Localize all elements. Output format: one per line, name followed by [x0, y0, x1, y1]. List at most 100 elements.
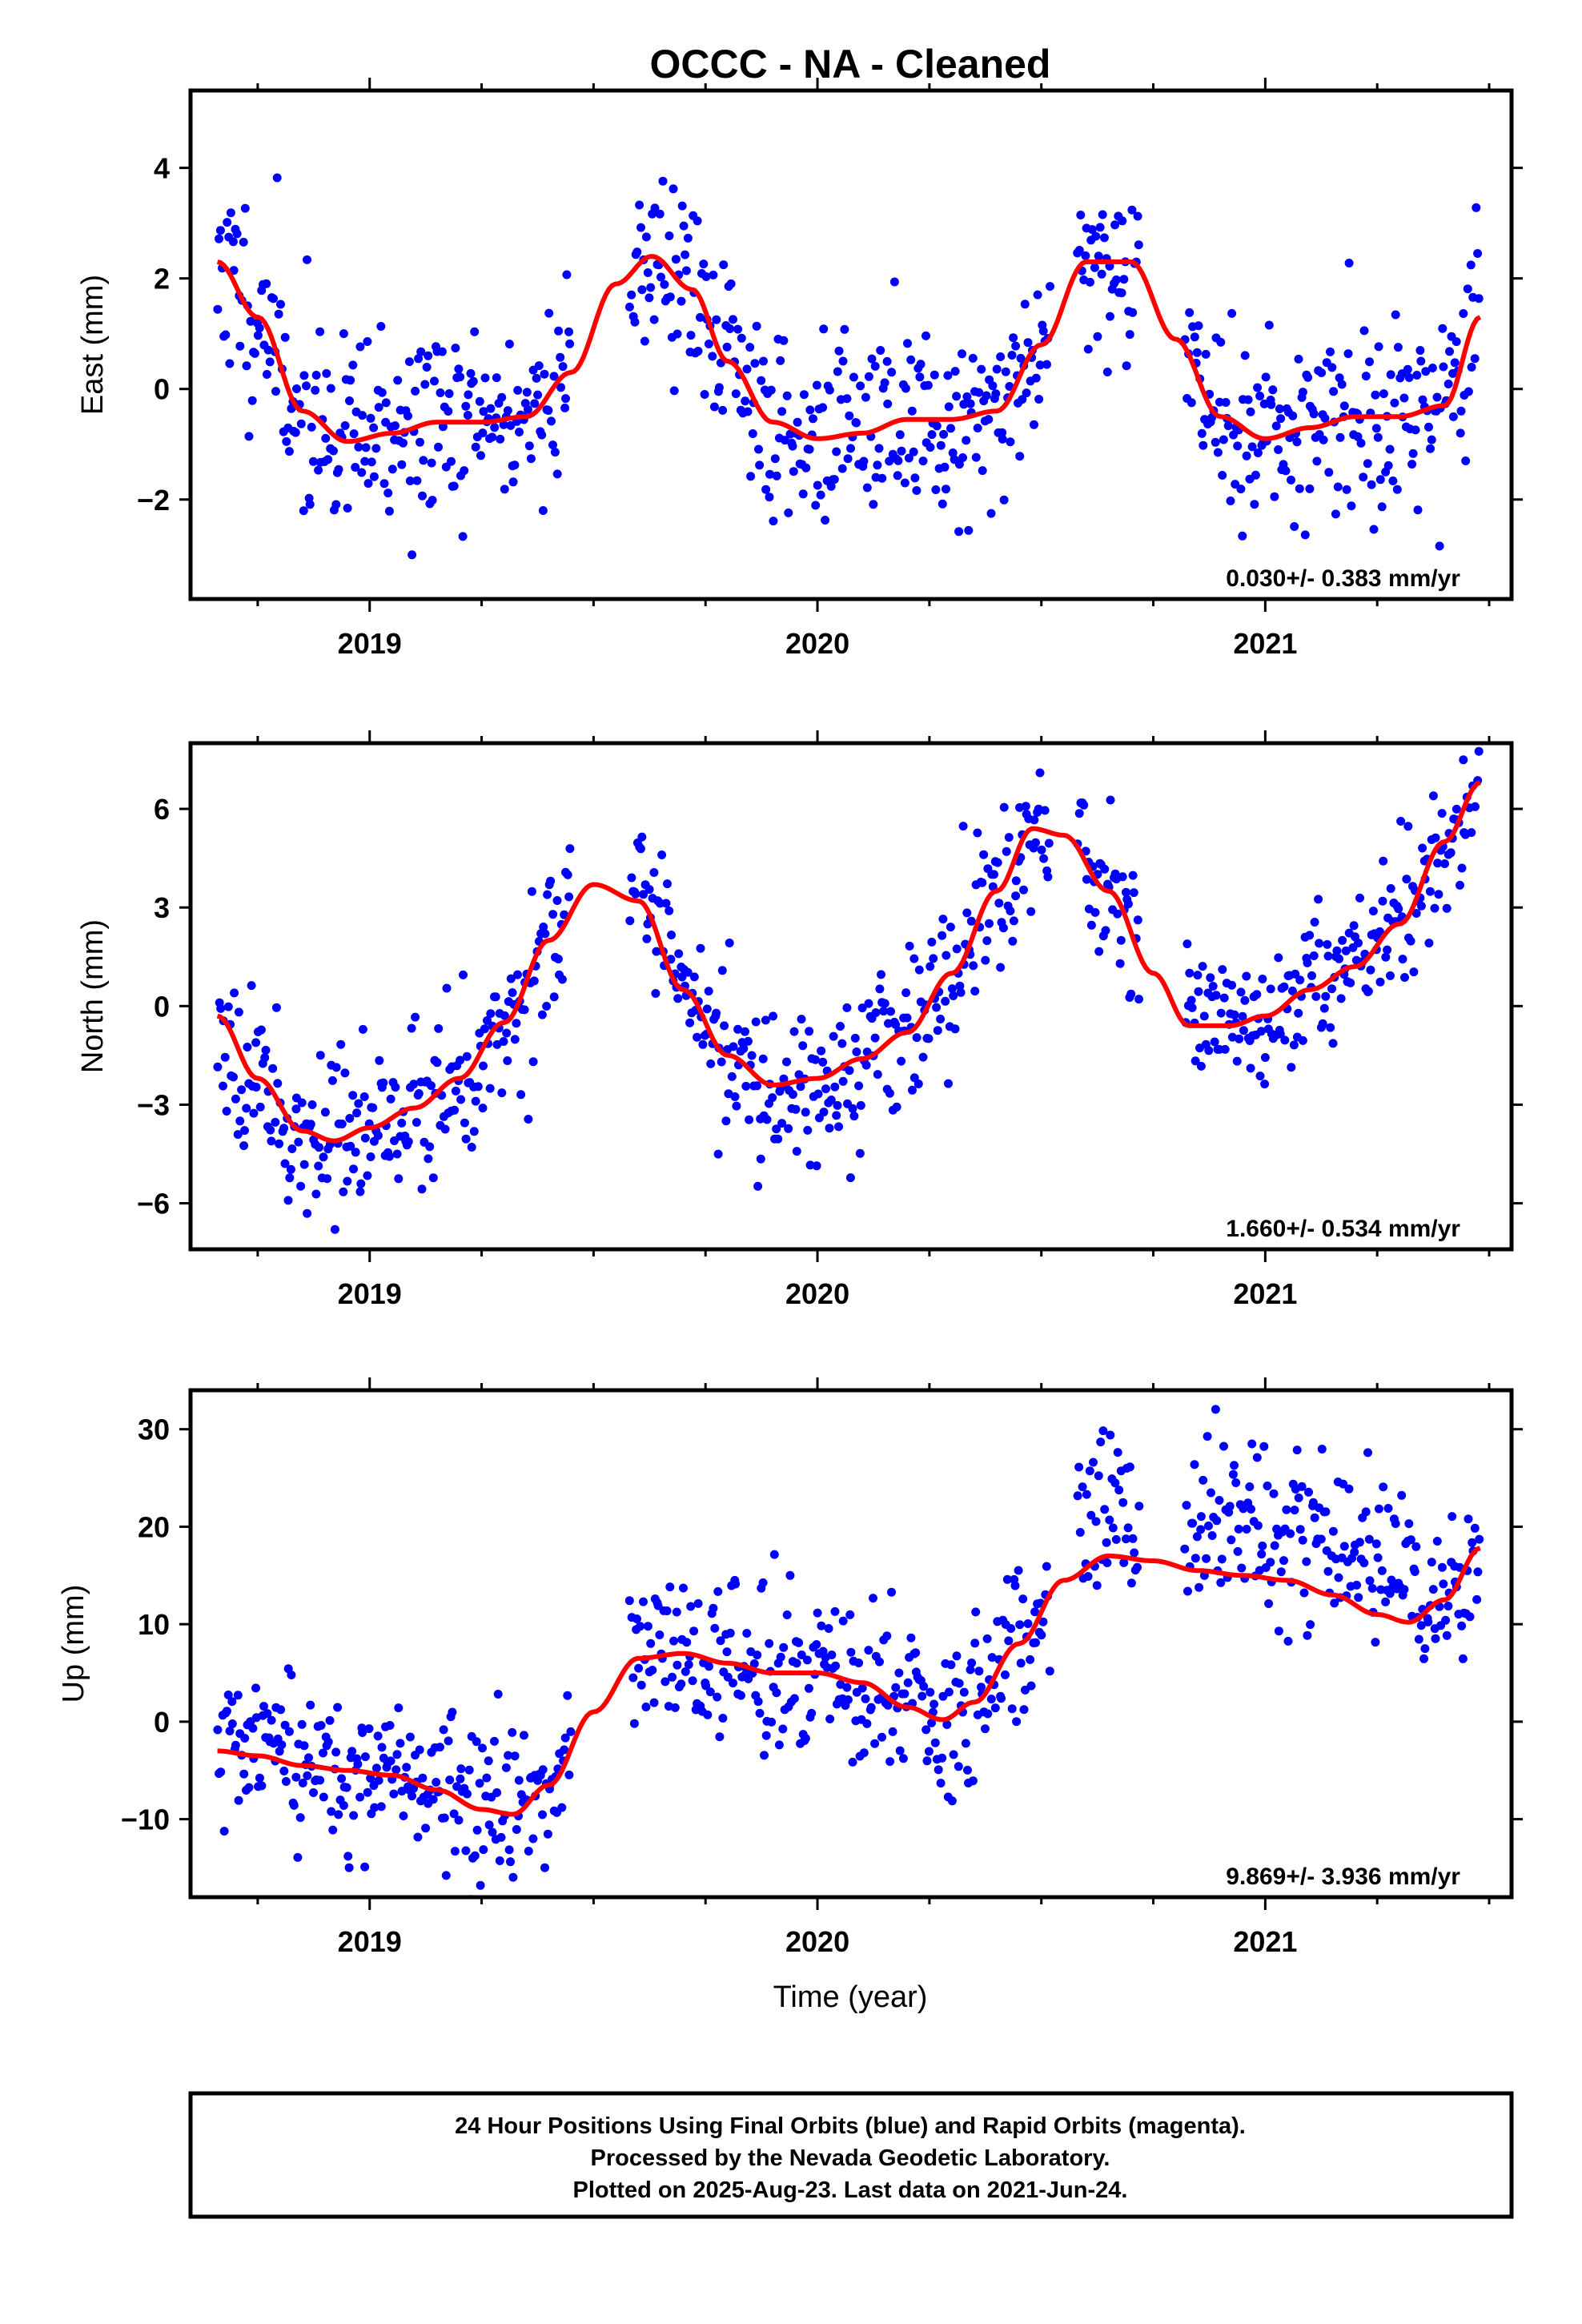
data-point — [901, 988, 911, 998]
data-point — [1085, 1466, 1094, 1476]
data-point — [356, 1179, 366, 1188]
data-point — [1282, 1505, 1291, 1514]
data-point — [955, 981, 965, 991]
data-point — [998, 428, 1007, 437]
data-point — [789, 1694, 799, 1703]
data-point — [514, 1775, 524, 1785]
data-point — [1026, 1681, 1036, 1691]
data-point — [1090, 907, 1100, 917]
data-point — [1378, 896, 1387, 906]
data-point — [1412, 371, 1422, 380]
data-point — [279, 1767, 289, 1775]
data-point — [642, 934, 652, 943]
data-point — [522, 388, 532, 397]
data-point — [843, 454, 853, 464]
data-point — [750, 359, 760, 368]
data-point — [1457, 1621, 1467, 1630]
data-point — [343, 504, 352, 513]
data-point — [1233, 1546, 1243, 1556]
data-point — [1269, 1489, 1279, 1498]
data-point — [848, 1104, 857, 1113]
data-point — [765, 469, 774, 479]
data-point — [1289, 1040, 1299, 1050]
data-point — [219, 1081, 227, 1091]
data-point — [679, 221, 689, 231]
up-y-axis-label: Up (mm) — [57, 1585, 90, 1703]
data-point — [1427, 435, 1436, 444]
data-point — [919, 1682, 929, 1691]
data-point — [895, 1746, 905, 1755]
data-point — [566, 1727, 576, 1736]
data-point — [1311, 991, 1321, 1001]
data-point — [840, 324, 849, 334]
data-point — [1443, 1602, 1453, 1610]
data-point — [1242, 1525, 1251, 1534]
data-point — [1002, 846, 1011, 856]
data-point — [793, 417, 802, 427]
x-tick-label: 2020 — [785, 627, 849, 660]
data-point — [1309, 409, 1319, 419]
data-point — [1012, 1717, 1022, 1727]
data-point — [713, 1692, 722, 1702]
data-point — [563, 870, 572, 879]
data-point — [948, 448, 958, 457]
data-point — [1318, 1019, 1327, 1028]
data-point — [564, 327, 573, 336]
data-point — [902, 1013, 912, 1023]
data-point — [1281, 466, 1291, 476]
data-point — [1199, 1475, 1208, 1485]
data-point — [876, 346, 885, 355]
data-point — [737, 333, 746, 343]
data-point — [1473, 249, 1483, 258]
data-point — [349, 1811, 359, 1820]
data-point — [314, 465, 323, 475]
data-point — [907, 406, 917, 416]
data-point — [1037, 845, 1046, 854]
data-point — [946, 1660, 956, 1670]
data-point — [885, 1757, 895, 1767]
data-point — [363, 1171, 372, 1180]
data-point — [377, 388, 387, 397]
data-point — [411, 386, 420, 396]
data-point — [1074, 809, 1084, 818]
data-point — [812, 1640, 821, 1649]
data-point — [299, 1160, 309, 1169]
data-point — [802, 1655, 812, 1665]
data-point — [1328, 1526, 1338, 1536]
data-point — [1379, 1482, 1388, 1492]
data-point — [870, 1739, 880, 1748]
data-point — [397, 1118, 407, 1128]
data-point — [832, 447, 841, 456]
data-point — [394, 1174, 404, 1184]
data-point — [679, 1583, 688, 1593]
data-point — [311, 1189, 321, 1199]
data-point — [407, 1023, 416, 1033]
data-point — [1128, 1534, 1138, 1543]
data-point — [538, 506, 548, 515]
data-point — [508, 988, 517, 997]
data-point — [713, 1586, 723, 1596]
data-point — [1368, 907, 1378, 916]
data-point — [789, 1027, 799, 1036]
data-point — [503, 406, 512, 416]
data-point — [1123, 1523, 1133, 1533]
data-point — [845, 1610, 855, 1619]
data-point — [1287, 1063, 1296, 1072]
data-point — [515, 428, 524, 436]
data-point — [320, 1108, 330, 1117]
data-point — [927, 937, 937, 947]
data-point — [492, 373, 501, 383]
data-point — [1386, 884, 1395, 893]
data-point — [1238, 531, 1247, 541]
data-point — [291, 1104, 301, 1114]
data-point — [1105, 1515, 1114, 1525]
data-point — [1305, 484, 1315, 493]
data-point — [353, 1759, 363, 1769]
data-point — [394, 1703, 404, 1713]
data-point — [239, 1769, 249, 1779]
data-point — [1127, 205, 1137, 215]
data-point — [938, 1753, 947, 1763]
data-point — [1183, 1586, 1192, 1596]
data-point — [708, 352, 717, 361]
data-point — [861, 1060, 871, 1070]
